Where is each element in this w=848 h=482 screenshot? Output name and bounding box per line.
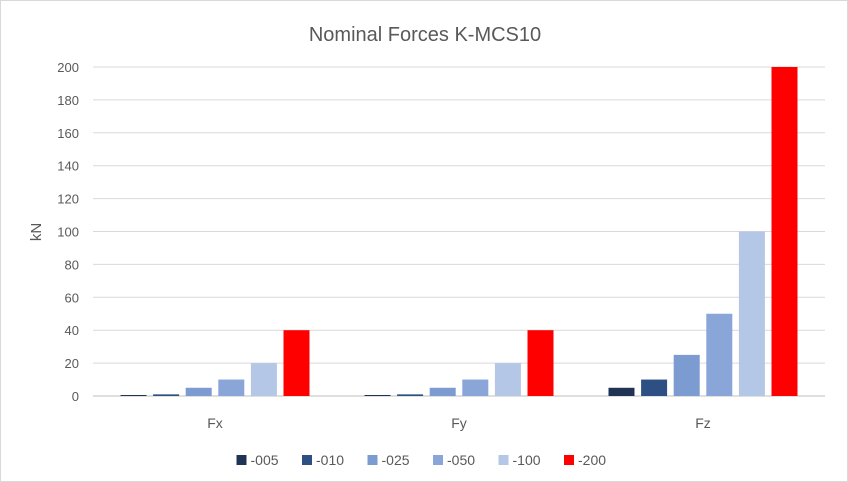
legend-label: -005 xyxy=(251,452,279,468)
bar-fy-series-2 xyxy=(429,387,456,396)
y-tick-label: 40 xyxy=(65,323,79,338)
y-tick-label: 120 xyxy=(57,192,79,207)
x-tick-label: Fz xyxy=(695,415,711,431)
bar-fy-series-4 xyxy=(494,363,521,396)
bar-fx-series-2 xyxy=(185,387,212,396)
legend-label: -050 xyxy=(447,452,475,468)
y-tick-label: 200 xyxy=(57,60,79,75)
legend-swatch xyxy=(302,455,312,465)
bar-fx-series-5 xyxy=(283,330,310,396)
bar-fy-series-3 xyxy=(462,379,489,396)
bar-fz-series-5 xyxy=(771,67,798,396)
legend-label: -025 xyxy=(382,452,410,468)
legend-swatch xyxy=(433,455,443,465)
bar-fx-series-4 xyxy=(250,363,277,396)
y-tick-label: 180 xyxy=(57,93,79,108)
bar-fx-series-0 xyxy=(120,395,147,396)
bar-fz-series-4 xyxy=(738,231,765,396)
x-tick-label: Fx xyxy=(207,415,223,431)
y-tick-label: 100 xyxy=(57,225,79,240)
bar-fy-series-1 xyxy=(397,394,424,396)
gridlines xyxy=(93,66,825,397)
bar-fz-series-2 xyxy=(673,354,700,396)
bar-fz-series-3 xyxy=(706,313,733,396)
legend-label: -200 xyxy=(578,452,606,468)
bar-fy-series-5 xyxy=(527,330,554,396)
chart-title: Nominal Forces K-MCS10 xyxy=(309,24,541,46)
y-tick-label: 80 xyxy=(65,257,79,272)
bar-fx-series-3 xyxy=(218,379,245,396)
y-tick-label: 140 xyxy=(57,159,79,174)
legend: -005 -010 -025 -050 -100 -200 xyxy=(236,452,606,468)
legend-label: -100 xyxy=(513,452,541,468)
bar-fz-series-1 xyxy=(641,379,668,396)
legend-swatch xyxy=(236,455,247,465)
y-tick-label: 0 xyxy=(72,389,79,404)
bar-fy-series-0 xyxy=(364,395,391,396)
y-tick-label: 20 xyxy=(65,356,79,371)
y-axis-label: kN xyxy=(28,223,45,241)
x-tick-label: Fy xyxy=(451,415,467,431)
bars xyxy=(120,67,798,396)
bar-fz-series-0 xyxy=(608,387,635,396)
legend-swatch xyxy=(498,455,509,465)
legend-swatch xyxy=(367,455,378,465)
bar-fx-series-1 xyxy=(153,394,180,396)
legend-swatch xyxy=(564,455,574,465)
y-tick-labels: 0 20 40 60 80 100 120 140 160 180 200 xyxy=(57,60,79,404)
y-tick-label: 160 xyxy=(57,126,79,141)
legend-label: -010 xyxy=(316,452,344,468)
x-tick-labels: Fx Fy Fz xyxy=(207,415,711,431)
y-tick-label: 60 xyxy=(65,290,79,305)
